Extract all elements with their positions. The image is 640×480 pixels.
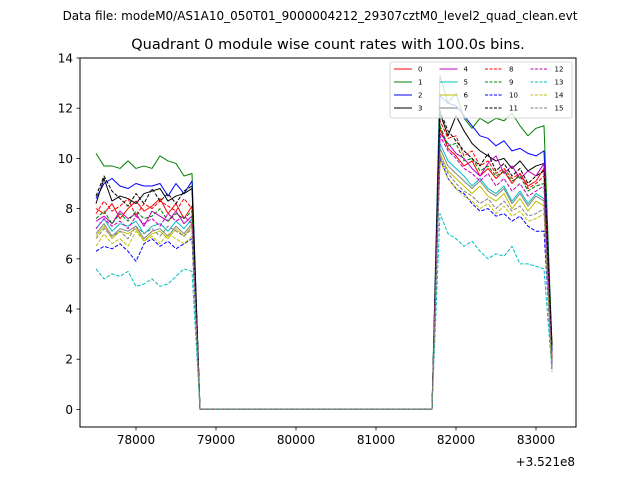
y-tick-label: 4 bbox=[65, 303, 73, 317]
y-tick-label: 2 bbox=[65, 353, 73, 367]
legend-box bbox=[389, 61, 573, 119]
axes: 78000 79000 80000 81000 82000 830000246810121… bbox=[58, 52, 555, 448]
x-tick-label: 80000 bbox=[277, 433, 315, 447]
legend-label-8: 8 bbox=[509, 66, 513, 74]
axes-frame bbox=[79, 57, 577, 428]
legend-label-13: 13 bbox=[555, 79, 564, 87]
x-offset-label: +3.521e8 bbox=[516, 455, 575, 469]
legend-label-5: 5 bbox=[464, 79, 468, 87]
y-tick-label: 0 bbox=[65, 403, 73, 417]
legend-label-4: 4 bbox=[464, 66, 469, 74]
legend-label-9: 9 bbox=[509, 79, 513, 87]
legend-label-3: 3 bbox=[418, 105, 422, 113]
x-tick-label: 78000 bbox=[117, 433, 155, 447]
chart-title: Quadrant 0 module wise count rates with … bbox=[131, 37, 525, 53]
legend-label-0: 0 bbox=[418, 66, 422, 74]
legend-label-14: 14 bbox=[555, 92, 564, 100]
y-tick-label: 14 bbox=[58, 52, 73, 66]
legend-label-6: 6 bbox=[464, 92, 469, 100]
legend-label-12: 12 bbox=[555, 66, 564, 74]
y-tick-label: 6 bbox=[65, 252, 73, 266]
y-tick-label: 12 bbox=[58, 102, 73, 116]
legend-label-11: 11 bbox=[509, 105, 518, 113]
x-tick-label: 81000 bbox=[357, 433, 395, 447]
legend-label-15: 15 bbox=[555, 105, 564, 113]
series-line-14 bbox=[95, 160, 553, 410]
y-tick-label: 10 bbox=[58, 152, 73, 166]
x-tick-label: 83000 bbox=[517, 433, 555, 447]
y-tick-label: 8 bbox=[65, 202, 73, 216]
legend-label-2: 2 bbox=[418, 92, 422, 100]
x-tick-label: 82000 bbox=[437, 433, 475, 447]
legend-label-10: 10 bbox=[509, 92, 518, 100]
x-tick-label: 79000 bbox=[197, 433, 235, 447]
legend-label-7: 7 bbox=[464, 105, 468, 113]
chart-suptitle: Data file: modeM0/AS1A10_050T01_90000042… bbox=[63, 9, 578, 23]
series-line-15 bbox=[95, 155, 553, 410]
plot-area bbox=[95, 75, 553, 410]
legend-label-1: 1 bbox=[418, 79, 422, 87]
